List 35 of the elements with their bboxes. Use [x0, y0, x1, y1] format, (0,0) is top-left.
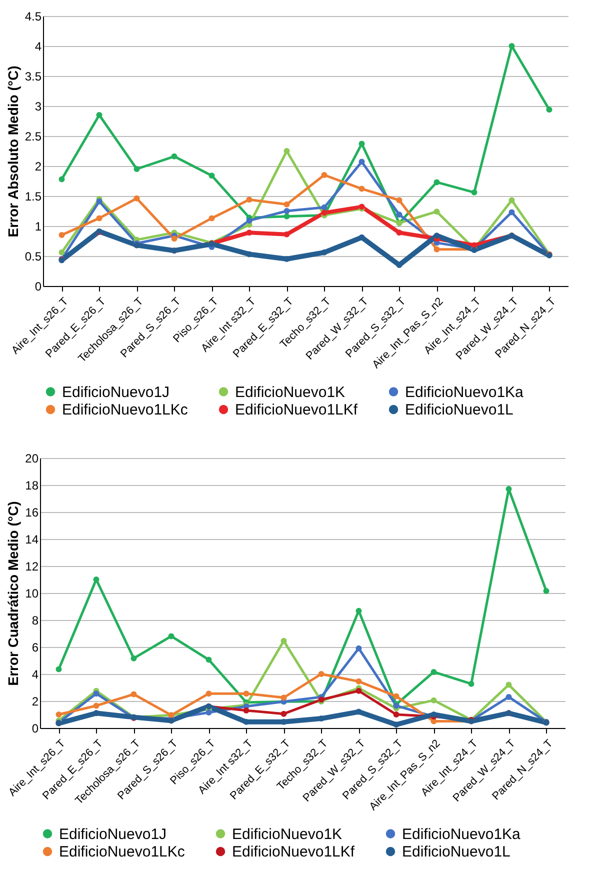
- y-tick-label: 10: [25, 586, 39, 600]
- legend-label: EdificioNuevo1LKf: [235, 402, 358, 418]
- y-tick-label: 1: [34, 220, 42, 234]
- y-tick-label: 4: [34, 40, 42, 54]
- y-tick-label: 4.5: [24, 10, 42, 24]
- y-tick-label: 1.5: [24, 190, 42, 204]
- legend-label: EdificioNuevo1J: [59, 826, 167, 843]
- y-axis-title: Error Cuadrático Medio (°C): [5, 501, 22, 686]
- y-tick-label: 3: [34, 100, 42, 114]
- y-tick-label: 14: [25, 532, 39, 546]
- y-axis-title: Error Absoluto Medio (°C): [4, 66, 21, 238]
- y-tick-label: 20: [25, 452, 39, 466]
- y-tick-label: 0: [32, 722, 39, 736]
- y-tick-label: 16: [25, 506, 39, 520]
- legend-label: EdificioNuevo1K: [235, 384, 346, 401]
- legend-label: EdificioNuevo1L: [402, 844, 510, 860]
- y-tick-label: 2: [32, 694, 39, 708]
- y-tick-label: 8: [32, 614, 39, 628]
- y-tick-label: 12: [25, 560, 39, 574]
- y-tick-label: 2.5: [24, 130, 42, 144]
- legend-label: EdificioNuevo1LKf: [232, 844, 356, 860]
- legend-label: EdificioNuevo1J: [62, 384, 170, 401]
- y-tick-label: 2: [34, 160, 42, 174]
- y-tick-label: 4: [32, 668, 39, 682]
- legend-label: EdificioNuevo1Ka: [405, 384, 524, 401]
- y-tick-label: 6: [32, 640, 39, 654]
- y-tick-label: 3.5: [24, 70, 42, 84]
- legend-label: EdificioNuevo1LKc: [59, 844, 186, 860]
- legend-label: EdificioNuevo1Ka: [402, 826, 522, 843]
- legend-label: EdificioNuevo1LKc: [62, 402, 188, 418]
- y-tick-label: 18: [25, 478, 39, 492]
- legend-label: EdificioNuevo1K: [232, 826, 342, 843]
- y-tick-label: 0.5: [24, 250, 42, 264]
- y-tick-label: 0: [34, 280, 42, 294]
- legend-label: EdificioNuevo1L: [405, 402, 514, 418]
